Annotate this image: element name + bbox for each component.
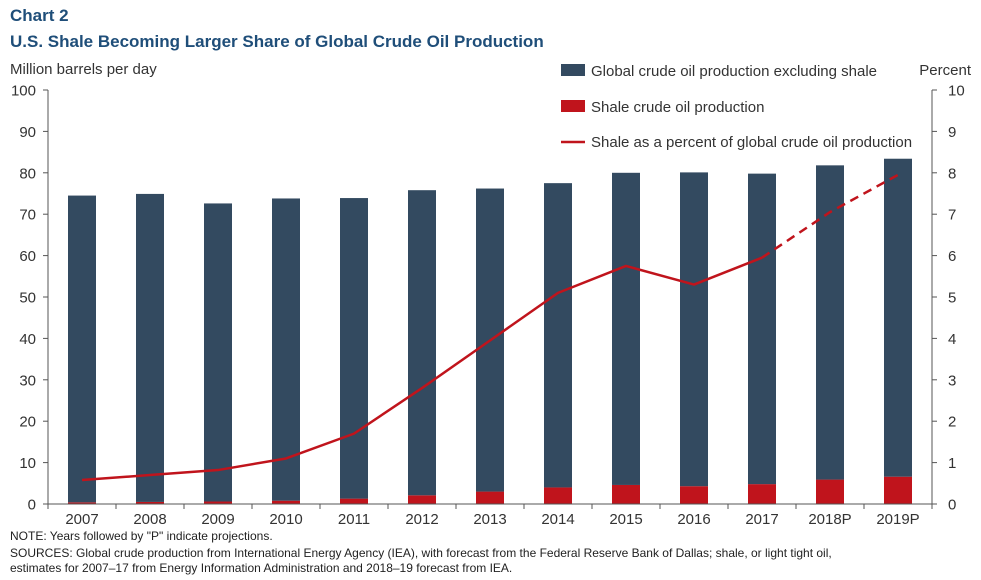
right-tick-label: 0: [948, 497, 956, 514]
bars-group: [68, 158, 912, 504]
sources-line-2: estimates for 2007–17 from Energy Inform…: [10, 561, 513, 575]
bar-shale: [408, 495, 436, 504]
bar-shale: [884, 476, 912, 504]
percent-line-actual: [81, 256, 763, 482]
right-tick-label: 10: [948, 83, 965, 100]
bar-excluding-shale: [272, 198, 300, 501]
legend-label-percent: Shale as a percent of global crude oil p…: [591, 134, 912, 151]
right-tick-label: 9: [948, 124, 956, 141]
bar-excluding-shale: [884, 158, 912, 477]
bar-excluding-shale: [544, 183, 572, 488]
chart-title: U.S. Shale Becoming Larger Share of Glob…: [10, 32, 544, 51]
right-tick-label: 5: [948, 290, 956, 307]
bar-excluding-shale: [408, 190, 436, 496]
left-tick-label: 100: [11, 83, 36, 100]
left-tick-label: 30: [19, 372, 36, 389]
legend-swatch-excluding-shale: [561, 64, 585, 76]
x-tick-label: 2007: [65, 511, 98, 528]
bar-shale: [272, 500, 300, 504]
right-tick-label: 8: [948, 165, 956, 182]
x-tick-label: 2013: [473, 511, 506, 528]
note-text: NOTE: Years followed by "P" indicate pro…: [10, 529, 273, 543]
chart-label: Chart 2: [10, 6, 69, 25]
x-tick-label: 2008: [133, 511, 166, 528]
right-tick-label: 6: [948, 248, 956, 265]
legend: Global crude oil production excluding sh…: [561, 63, 912, 151]
legend-label-shale: Shale crude oil production: [591, 99, 764, 116]
bar-excluding-shale: [612, 172, 640, 485]
left-tick-label: 40: [19, 331, 36, 348]
right-tick-label: 3: [948, 372, 956, 389]
left-tick-label: 90: [19, 124, 36, 141]
bar-shale: [476, 491, 504, 504]
left-tick-label: 0: [28, 497, 36, 514]
bar-excluding-shale: [68, 195, 96, 503]
x-tick-label: 2016: [677, 511, 710, 528]
left-tick-label: 80: [19, 165, 36, 182]
bar-excluding-shale: [204, 203, 232, 502]
x-tick-label: 2019P: [876, 511, 919, 528]
bar-shale: [680, 486, 708, 504]
left-tick-label: 60: [19, 248, 36, 265]
left-tick-label: 70: [19, 207, 36, 224]
bar-shale: [68, 502, 96, 504]
bar-excluding-shale: [340, 198, 368, 499]
right-tick-label: 2: [948, 414, 956, 431]
bar-excluding-shale: [816, 165, 844, 480]
x-tick-label: 2010: [269, 511, 302, 528]
legend-swatch-shale: [561, 100, 585, 112]
left-axis-label: Million barrels per day: [10, 61, 157, 78]
bar-shale: [816, 479, 844, 504]
bar-excluding-shale: [748, 173, 776, 485]
x-tick-label: 2011: [338, 511, 370, 528]
x-tick-label: 2009: [201, 511, 234, 528]
right-axis-label: Percent: [919, 62, 972, 79]
bar-shale: [612, 484, 640, 504]
bar-shale: [136, 501, 164, 504]
right-tick-label: 4: [948, 331, 956, 348]
x-tick-label: 2018P: [808, 511, 851, 528]
right-tick-label: 7: [948, 207, 956, 224]
percent-line-projected: [761, 173, 899, 259]
right-tick-label: 1: [948, 455, 956, 472]
legend-label-excluding-shale: Global crude oil production excluding sh…: [591, 63, 877, 80]
x-tick-label: 2015: [609, 511, 642, 528]
x-tick-label: 2017: [745, 511, 778, 528]
left-tick-label: 20: [19, 414, 36, 431]
left-tick-label: 50: [19, 290, 36, 307]
bar-excluding-shale: [136, 193, 164, 502]
left-tick-label: 10: [19, 455, 36, 472]
bar-shale: [204, 501, 232, 504]
sources-line-1: SOURCES: Global crude production from In…: [10, 546, 832, 560]
bar-excluding-shale: [680, 172, 708, 487]
bar-shale: [748, 484, 776, 504]
line-group: [81, 173, 899, 482]
axes-group: 0 10 20 30 40 50 60 70 80 90 100 0 1 2 3 4 5 6 7 8 9 10 2007 20…: [11, 83, 965, 529]
bar-shale: [340, 498, 368, 504]
x-tick-label: 2014: [541, 511, 574, 528]
x-tick-label: 2012: [405, 511, 438, 528]
bar-shale: [544, 487, 572, 504]
